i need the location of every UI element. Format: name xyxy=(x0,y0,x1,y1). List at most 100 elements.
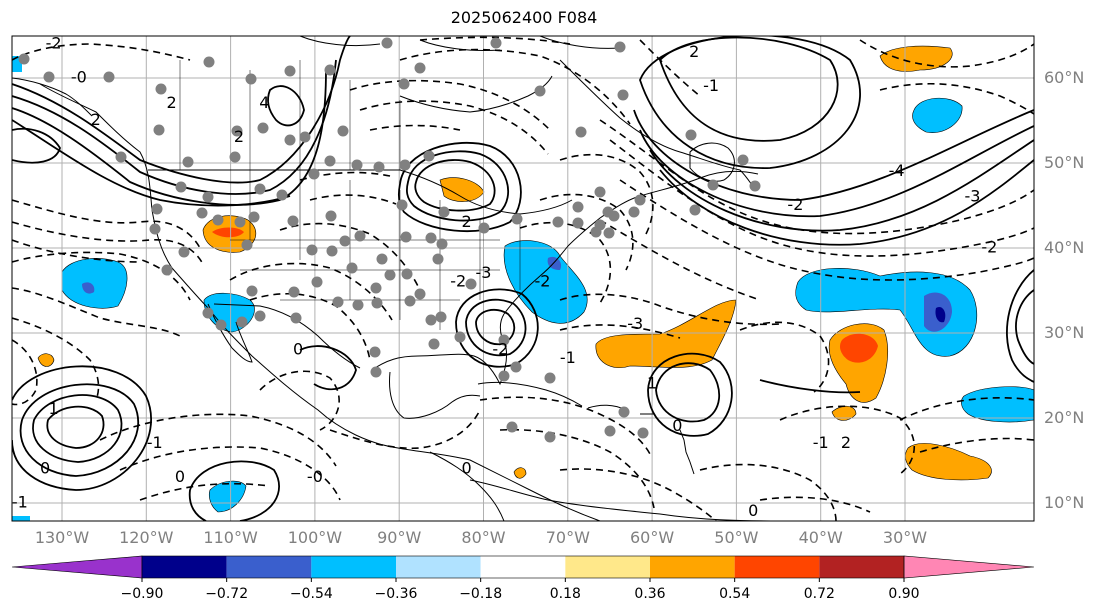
station-dot xyxy=(465,278,477,290)
station-dot xyxy=(351,159,363,171)
map-title: 2025062400 F084 xyxy=(450,8,598,27)
contour-label: -1 xyxy=(147,433,163,452)
contour-label: -1 xyxy=(560,348,576,367)
station-dot xyxy=(153,124,165,136)
longitude-label: 100°W xyxy=(287,528,343,547)
longitude-label: 60°W xyxy=(630,528,675,547)
contour-lakes-low-2 xyxy=(406,150,509,222)
contour-nw-small-loop xyxy=(12,127,61,164)
contour-label: -3 xyxy=(627,314,643,333)
map-frame xyxy=(11,35,1035,522)
longitude-label: 120°W xyxy=(119,528,174,547)
station-dot xyxy=(435,311,447,323)
station-dot xyxy=(324,64,336,76)
contour-dashed-atlantic-low-3 xyxy=(899,396,1034,421)
station-dot xyxy=(241,239,253,251)
station-dot xyxy=(245,73,257,85)
coastline-arctic-islands xyxy=(299,36,621,51)
station-dot xyxy=(371,297,383,309)
colorbar-tick-label: −0.90 xyxy=(120,586,164,602)
shade-orange-pacific-small xyxy=(37,353,55,367)
station-dot xyxy=(339,235,351,247)
contour-label: 2 xyxy=(166,93,176,112)
station-dot xyxy=(634,194,646,206)
station-dot xyxy=(594,186,606,198)
station-dot xyxy=(603,227,615,239)
contour-dashed-greenland-1 xyxy=(859,39,1034,68)
contour-dashed-atlantic-trough-2 xyxy=(609,139,1034,257)
border-us-mexico xyxy=(213,303,361,369)
contour-dashed-west-5 xyxy=(12,287,181,337)
station-dot xyxy=(182,156,194,168)
colorbar-segment xyxy=(226,556,312,578)
contour-atlantic-east-2 xyxy=(1006,269,1034,383)
station-dot xyxy=(231,125,243,137)
contour-dashed-labrador-1 xyxy=(639,39,701,97)
contour-dashed-pacific-low xyxy=(12,339,38,406)
colorbar-segment xyxy=(734,556,820,578)
station-dot xyxy=(236,316,248,328)
station-dot xyxy=(689,204,701,216)
shade-orange-tropical-east xyxy=(905,443,992,481)
shade-orange-greenland xyxy=(879,45,953,72)
colorbar-segment xyxy=(311,556,396,578)
station-dot xyxy=(376,253,388,265)
station-dot xyxy=(254,183,266,195)
contour-dashed-greenland-2 xyxy=(879,82,1034,115)
station-dot xyxy=(707,179,719,191)
coastline-south-america xyxy=(469,479,781,521)
station-dot xyxy=(428,338,440,350)
station-dot xyxy=(161,264,173,276)
contour-dashed-mexico-2 xyxy=(329,409,481,450)
border-canada-provinces xyxy=(179,60,401,170)
station-dot xyxy=(254,310,266,322)
shade-orange-small-south xyxy=(831,405,857,421)
coastline-gulf-of-mexico xyxy=(371,313,507,386)
contour-label: 2 xyxy=(689,42,699,61)
contour-nw-ridge xyxy=(267,85,305,127)
latitude-label: 60°N xyxy=(1044,68,1085,87)
station-dot xyxy=(544,431,556,443)
station-markers xyxy=(18,37,761,443)
contour-pacific-high-2 xyxy=(32,394,123,463)
station-dot xyxy=(414,288,426,300)
station-dot xyxy=(608,210,620,222)
station-dot xyxy=(115,151,127,163)
contour-nw-trough-4 xyxy=(12,119,291,207)
station-dot xyxy=(155,83,167,95)
shade-cyan-corner xyxy=(12,516,30,521)
station-dot xyxy=(454,331,466,343)
contour-label: -1 xyxy=(12,493,28,512)
contour-dashed-west-2 xyxy=(12,221,205,267)
contour-dashed-east-pacific-lows xyxy=(12,43,191,61)
contour-dashed-west-1 xyxy=(12,199,201,249)
contour-pacific-high-1 xyxy=(46,405,105,449)
shade-orange-caribbean xyxy=(513,467,527,479)
station-dot xyxy=(290,312,302,324)
station-dot xyxy=(373,161,385,173)
contour-label: -2 xyxy=(46,34,62,53)
station-dot xyxy=(617,89,629,101)
station-dot xyxy=(544,372,556,384)
station-dot xyxy=(212,214,224,226)
latitude-label: 30°N xyxy=(1044,323,1085,342)
contour-dashed-canada-2 xyxy=(359,100,549,155)
shade-cyan-tropical-pacific xyxy=(208,480,247,513)
contour-dashed-west-3 xyxy=(12,239,141,263)
contour-label: -3 xyxy=(476,263,492,282)
contour-label: -2 xyxy=(535,272,551,291)
longitude-label: 30°W xyxy=(882,528,928,547)
station-dot xyxy=(43,71,55,83)
station-dot xyxy=(202,191,214,203)
station-dot xyxy=(478,222,490,234)
shade-blue-pacific-core xyxy=(82,282,95,294)
contour-label: -3 xyxy=(964,187,980,206)
colorbar-tick-label: −0.36 xyxy=(374,586,418,602)
colorbar-extend-min xyxy=(11,555,143,579)
station-dot xyxy=(637,427,649,439)
contour-dashed-atlantic-trough-3 xyxy=(619,179,1034,281)
colorbar-segment xyxy=(819,556,904,578)
contour-north-atlantic-5 xyxy=(649,139,1034,232)
station-dot xyxy=(384,269,396,281)
